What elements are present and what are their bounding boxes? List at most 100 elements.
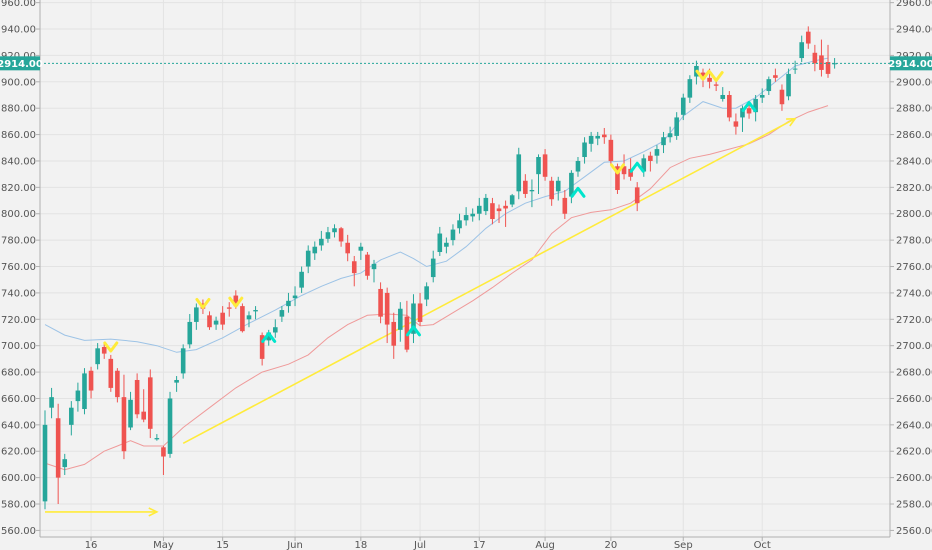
y-tick-label-left: 2720.00 [0, 315, 36, 326]
candle-body-up [424, 286, 429, 300]
y-tick-label-right: 2680.00 [896, 368, 932, 379]
x-tick-label: Aug [535, 540, 555, 550]
y-tick-label-left: 2960.00 [0, 0, 36, 9]
candle-body-up [312, 246, 318, 254]
y-tick-label-right: 2840.00 [896, 156, 932, 167]
signal-markers [103, 69, 757, 353]
candle-body-up [667, 133, 673, 138]
candle-body-up [437, 233, 443, 253]
candle-body-up [470, 213, 475, 217]
candle-body-up [759, 94, 765, 98]
candle-body-up [740, 108, 745, 118]
candle-body-down [602, 134, 607, 138]
candle-body-up [398, 308, 403, 330]
candle-body-up [325, 232, 331, 239]
candle-body-up [128, 399, 133, 428]
buy-signal-chevron [261, 331, 277, 343]
y-tick-label-left: 2760.00 [0, 262, 36, 273]
y-tick-label-left: 2900.00 [0, 77, 36, 88]
candle-body-up [95, 348, 100, 365]
x-axis: 16 May 15 Jun 18 Jul 17 Aug 20 Sep Oct [40, 536, 890, 550]
candle-body-down [746, 108, 752, 114]
candle-body-up [187, 321, 193, 345]
candle-body-up [299, 271, 304, 288]
last-price-line: 2914.00 2914.00 [0, 56, 932, 71]
y-tick-label-right: 2640.00 [896, 420, 932, 431]
candle-body-up [483, 197, 489, 212]
candle-body-down [713, 84, 719, 86]
candle-body-down [608, 139, 614, 161]
candle-body-up [720, 94, 726, 99]
candle-body-up [180, 348, 186, 374]
y-tick-label-left: 2840.00 [0, 156, 36, 167]
sell-signal-chevron [103, 341, 119, 353]
candle-body-down [615, 166, 620, 190]
y-tick-label-left: 2600.00 [0, 473, 36, 484]
candle-body-down [134, 379, 140, 415]
candle-body-up [661, 137, 666, 146]
candle-body-down [115, 370, 120, 398]
y-tick-label-left: 2580.00 [0, 500, 36, 511]
candle-body-up [529, 189, 535, 192]
candle-body-up [286, 300, 291, 307]
y-tick-label-right: 2940.00 [896, 25, 932, 36]
candle-body-down [88, 370, 94, 391]
buy-signal-chevron [629, 161, 645, 173]
candle-body-up [279, 310, 285, 317]
candle-body-up [832, 63, 837, 65]
candle-body-up [194, 307, 199, 322]
candle-body-down [542, 154, 548, 177]
candle-body-up [569, 172, 574, 197]
candle-body-up [371, 263, 377, 270]
x-tick-label: 15 [216, 540, 229, 550]
y-tick-label-right: 2820.00 [896, 183, 932, 194]
candle-body-up [246, 315, 252, 320]
candle-body-down [496, 208, 502, 212]
candle-body-down [562, 197, 568, 214]
candle-body-down [700, 72, 706, 80]
candle-body-up [273, 327, 278, 333]
candle-body-up [167, 398, 173, 454]
candle-body-up [792, 68, 798, 70]
last-price-tag-right-label: 2914.00 [888, 59, 932, 70]
candle-body-up [457, 220, 462, 229]
candle-body-up [674, 117, 679, 136]
candle-body-down [351, 261, 357, 274]
trend-arrow-head [148, 507, 159, 517]
candle-body-down [727, 94, 732, 118]
candle-body-down [207, 315, 212, 328]
y-tick-label-right: 2880.00 [896, 104, 932, 115]
x-tick-label: Sep [674, 540, 693, 550]
candle-body-up [332, 228, 337, 233]
y-tick-label-left: 2940.00 [0, 25, 36, 36]
candle-body-up [786, 73, 791, 97]
candle-body-down [55, 418, 61, 478]
candle-body-down [805, 31, 811, 44]
candle-body-up [430, 258, 436, 278]
buy-signal-chevron [741, 101, 757, 113]
buy-signal-chevron [570, 186, 586, 198]
sell-signal-chevron [708, 71, 724, 83]
candle-body-down [417, 303, 423, 322]
candle-body-down [549, 180, 554, 200]
y-tick-label-left: 2820.00 [0, 183, 36, 194]
candle-body-down [338, 228, 344, 242]
candle-body-up [555, 180, 561, 192]
candle-body-up [358, 246, 364, 251]
candle-body-up [582, 142, 587, 158]
candle-body-up [654, 149, 660, 156]
y-tick-label-right: 2720.00 [896, 315, 932, 326]
candle-body-down [621, 166, 627, 175]
candle-body-down [141, 411, 146, 420]
candle-body-up [444, 242, 449, 247]
candle-body-up [575, 160, 581, 172]
sell-signal-chevron [195, 297, 211, 309]
sell-signal-chevron [609, 163, 625, 175]
candle-body-up [450, 229, 456, 241]
candle-body-down [648, 155, 653, 161]
candle-body-down [101, 347, 107, 354]
y-tick-label-left: 2700.00 [0, 341, 36, 352]
candle-body-down [503, 205, 508, 209]
candle-body-up [463, 215, 469, 221]
